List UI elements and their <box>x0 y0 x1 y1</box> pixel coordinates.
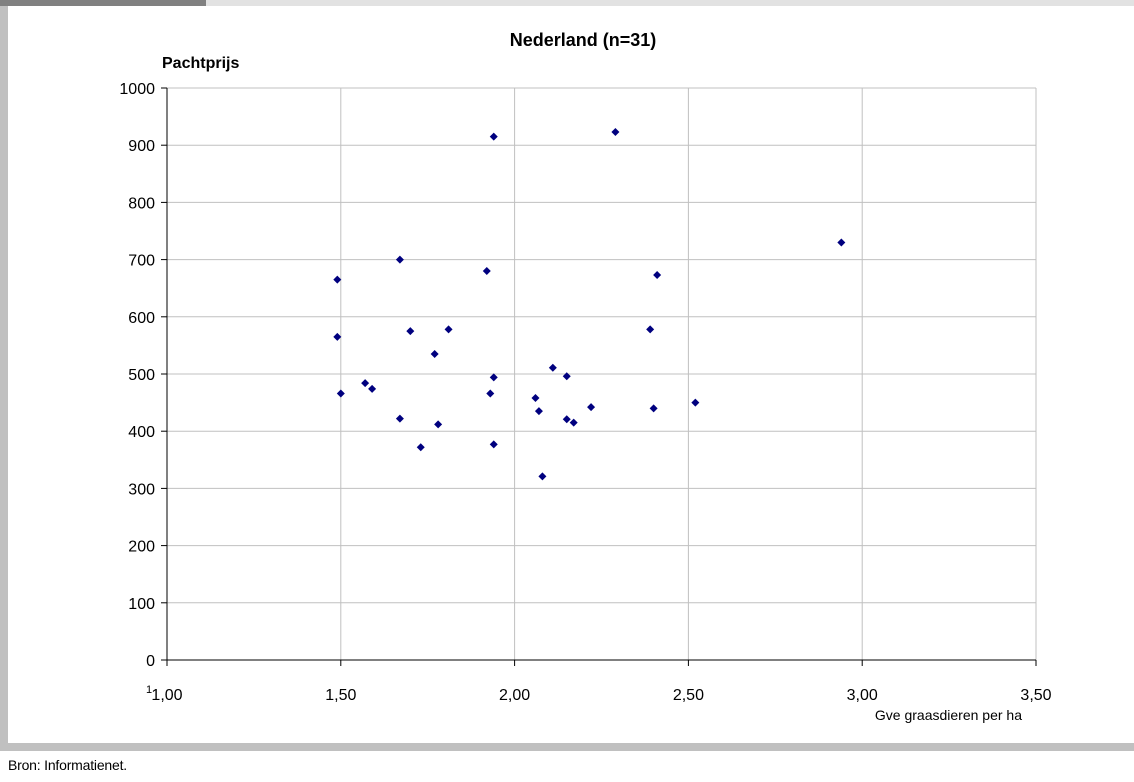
y-tick-label: 600 <box>128 310 155 327</box>
chart-title: Nederland (n=31) <box>510 30 657 50</box>
y-tick-label: 400 <box>128 424 155 441</box>
x-tick-label: 1,50 <box>325 687 356 704</box>
data-point <box>395 255 404 264</box>
data-point <box>562 372 571 381</box>
y-tick-label: 800 <box>128 195 155 212</box>
data-point <box>646 325 655 334</box>
data-point <box>486 389 495 398</box>
y-tick-label: 500 <box>128 367 155 384</box>
data-point <box>649 404 658 413</box>
data-point <box>416 443 425 452</box>
data-point <box>653 271 662 280</box>
data-point <box>336 389 345 398</box>
x-tick-label: 3,50 <box>1020 687 1051 704</box>
data-point <box>434 420 443 429</box>
data-point <box>562 415 571 424</box>
x-tick-label: 3,00 <box>847 687 878 704</box>
stray-mark: 1 <box>146 684 152 696</box>
grid-lines <box>167 87 1037 660</box>
axes <box>161 87 1037 666</box>
data-point <box>444 325 453 334</box>
data-point <box>489 373 498 382</box>
data-point <box>361 379 370 388</box>
y-tick-label: 900 <box>128 138 155 155</box>
x-tick-label: 1,00 <box>151 687 182 704</box>
data-point <box>534 407 543 416</box>
data-point <box>548 363 557 372</box>
data-points <box>333 128 846 481</box>
y-axis-title: Pachtprijs <box>162 55 239 72</box>
data-point <box>406 327 415 336</box>
y-tick-label: 1000 <box>119 81 155 98</box>
data-point <box>538 472 547 481</box>
y-tick-label: 300 <box>128 481 155 498</box>
data-point <box>395 414 404 423</box>
data-point <box>691 398 700 407</box>
x-tick-label: 2,00 <box>499 687 530 704</box>
data-point <box>489 132 498 141</box>
data-point <box>611 128 620 137</box>
y-tick-label: 100 <box>128 596 155 613</box>
data-point <box>837 238 846 247</box>
data-point <box>333 275 342 284</box>
source-note: Bron: Informatienet. <box>8 757 127 773</box>
data-point <box>531 394 540 403</box>
y-tick-label: 700 <box>128 253 155 270</box>
data-point <box>482 267 491 276</box>
data-point <box>333 332 342 341</box>
y-tick-label: 200 <box>128 539 155 556</box>
header-strip <box>0 0 1134 6</box>
tick-labels: 0 100 200 300 400 500 600 700 800 900 1000 1,00 1,50… <box>119 81 1051 704</box>
data-point <box>569 418 578 427</box>
data-point <box>368 384 377 393</box>
y-tick-label: 0 <box>146 653 155 670</box>
x-tick-label: 2,50 <box>673 687 704 704</box>
data-point <box>587 403 596 412</box>
x-axis-title: Gve graasdieren per ha <box>875 707 1022 723</box>
header-strip-accent <box>0 0 206 6</box>
data-point <box>430 349 439 358</box>
data-point <box>489 440 498 449</box>
